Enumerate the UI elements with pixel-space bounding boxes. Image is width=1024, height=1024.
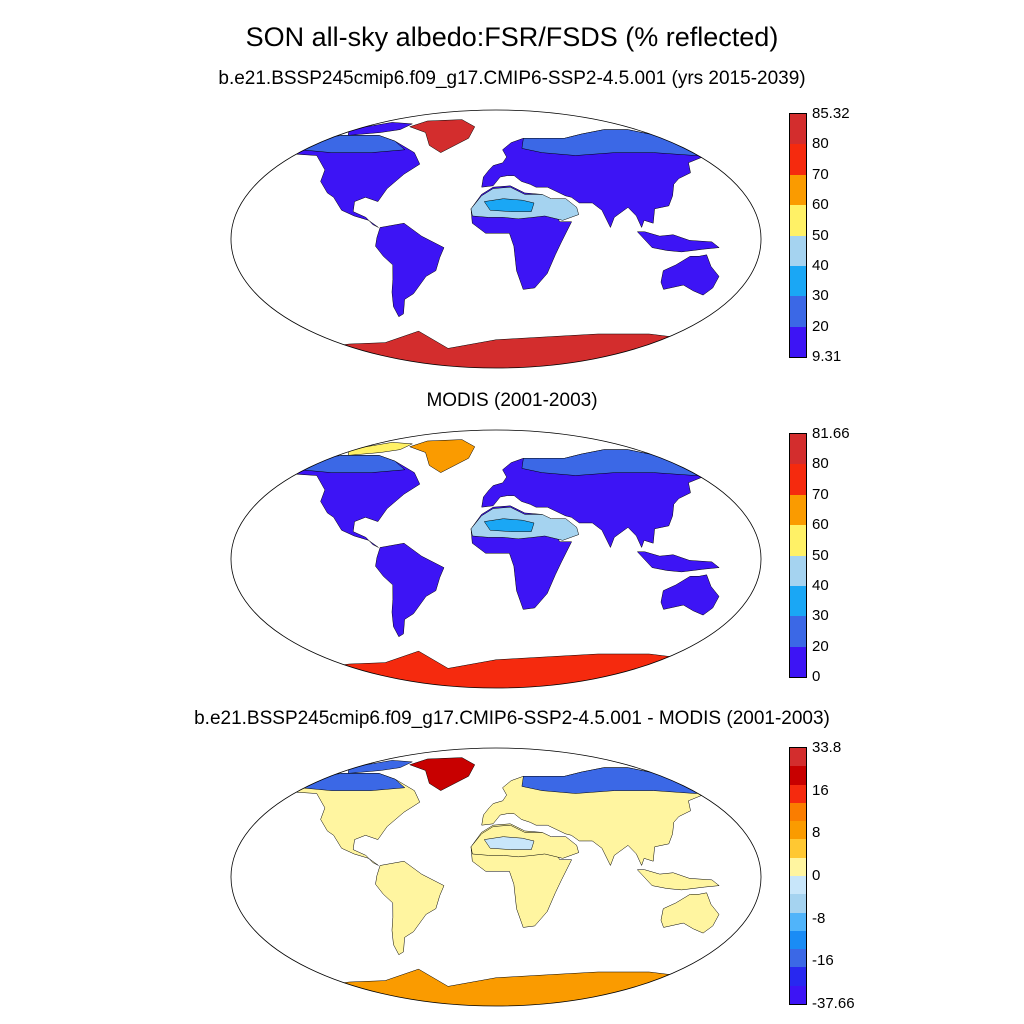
colorbar-swatch (790, 585, 806, 617)
colorbar-swatch (790, 616, 806, 647)
colorbar-swatch (790, 174, 806, 206)
map-outline (230, 429, 762, 689)
colorbar-model (789, 113, 807, 358)
colorbar-swatch (790, 912, 806, 931)
north-america-north-region (280, 455, 406, 473)
colorbar-tick-label: 81.66 (812, 425, 850, 442)
colorbar-swatch (790, 235, 806, 266)
colorbar-tick-label: 40 (812, 576, 829, 594)
map-outline (230, 109, 762, 369)
colorbar-tick-label: 0 (812, 668, 821, 685)
colorbar-swatch (790, 296, 806, 327)
eurasia-region (481, 129, 732, 229)
colorbar-swatch (790, 525, 806, 556)
eurasia-region (481, 449, 732, 549)
colorbar-swatch (790, 802, 806, 822)
greenland-region (408, 119, 476, 153)
colorbar-tick-label: 40 (812, 256, 829, 274)
colorbar-swatch (790, 949, 806, 968)
colorbar-swatch (790, 857, 806, 876)
colorbar-tick-label: 0 (812, 867, 821, 884)
colorbar-tick-label: 33.8 (812, 739, 842, 756)
southeast-asia-islands-region (636, 869, 720, 891)
colorbar-swatch (790, 114, 806, 145)
colorbar-tick-label: 50 (812, 546, 829, 564)
colorbar-swatch (790, 326, 806, 357)
south-america-region (375, 860, 445, 956)
colorbar-tick-label: 70 (812, 165, 829, 183)
colorbar-difference (789, 747, 807, 1005)
panel-title-model: b.e21.BSSP245cmip6.f09_g17.CMIP6-SSP2-4.… (218, 68, 806, 89)
sahara-core-region (483, 198, 535, 212)
colorbar-tick-label: 16 (812, 781, 829, 799)
colorbar-swatch (790, 748, 806, 767)
southeast-asia-islands-region (636, 231, 720, 253)
colorbar-tick-label: -16 (812, 952, 834, 970)
colorbar-swatch (790, 494, 806, 526)
colorbar-swatch (790, 646, 806, 677)
colorbar-swatch (790, 784, 806, 803)
australia-region (660, 574, 720, 616)
eurasia-region (481, 767, 732, 867)
colorbar-tick-label: 20 (812, 317, 829, 335)
colorbar-tick-label: 30 (812, 607, 829, 625)
colorbar-swatch (790, 205, 806, 236)
colorbar-tick-label: 30 (812, 287, 829, 305)
colorbar-tick-label: -37.66 (812, 995, 855, 1012)
colorbar-modis (789, 433, 807, 678)
south-america-region (375, 222, 445, 318)
colorbar-swatch (790, 144, 806, 175)
colorbar-tick-label: -8 (812, 909, 826, 927)
colorbar-swatch (790, 894, 806, 913)
map-model (230, 109, 762, 369)
sahara-core-region (483, 518, 535, 532)
antarctica-region (273, 968, 719, 1007)
greenland-region (408, 439, 476, 473)
antarctica-region (273, 650, 719, 689)
sahara-core-region (483, 836, 535, 850)
north-america-north-region (280, 135, 406, 153)
colorbar-tick-label: 80 (812, 135, 829, 153)
colorbar-tick-label: 20 (812, 637, 829, 655)
colorbar-swatch (790, 839, 806, 858)
colorbar-tick-label: 60 (812, 516, 829, 534)
colorbar-tick-label: 8 (812, 824, 821, 842)
antarctica-region (273, 330, 719, 369)
colorbar-swatch (790, 930, 806, 950)
eurasia-north-region (521, 129, 734, 156)
colorbar-swatch (790, 821, 806, 840)
eurasia-north-region (521, 449, 734, 476)
greenland-region (408, 757, 476, 791)
colorbar-tick-label: 50 (812, 226, 829, 244)
colorbar-swatch (790, 967, 806, 986)
panel-title-difference: b.e21.BSSP245cmip6.f09_g17.CMIP6-SSP2-4.… (194, 708, 830, 729)
map-difference (230, 747, 762, 1007)
australia-region (660, 254, 720, 296)
colorbar-swatch (790, 985, 806, 1004)
southeast-asia-islands-region (636, 551, 720, 573)
main-title: SON all-sky albedo:FSR/FSDS (% reflected… (245, 22, 779, 52)
colorbar-swatch (790, 265, 806, 297)
colorbar-swatch (790, 875, 806, 895)
north-america-north-region (280, 773, 406, 791)
colorbar-tick-label: 85.32 (812, 105, 850, 122)
eurasia-north-region (521, 767, 734, 794)
australia-region (660, 892, 720, 934)
colorbar-swatch (790, 766, 806, 785)
map-outline (230, 747, 762, 1007)
map-modis (230, 429, 762, 689)
colorbar-tick-label: 9.31 (812, 348, 842, 365)
colorbar-tick-label: 70 (812, 485, 829, 503)
panel-title-modis: MODIS (2001-2003) (426, 390, 598, 411)
colorbar-swatch (790, 464, 806, 495)
south-america-region (375, 542, 445, 638)
colorbar-tick-label: 80 (812, 455, 829, 473)
colorbar-swatch (790, 555, 806, 586)
colorbar-swatch (790, 434, 806, 465)
colorbar-tick-label: 60 (812, 196, 829, 214)
